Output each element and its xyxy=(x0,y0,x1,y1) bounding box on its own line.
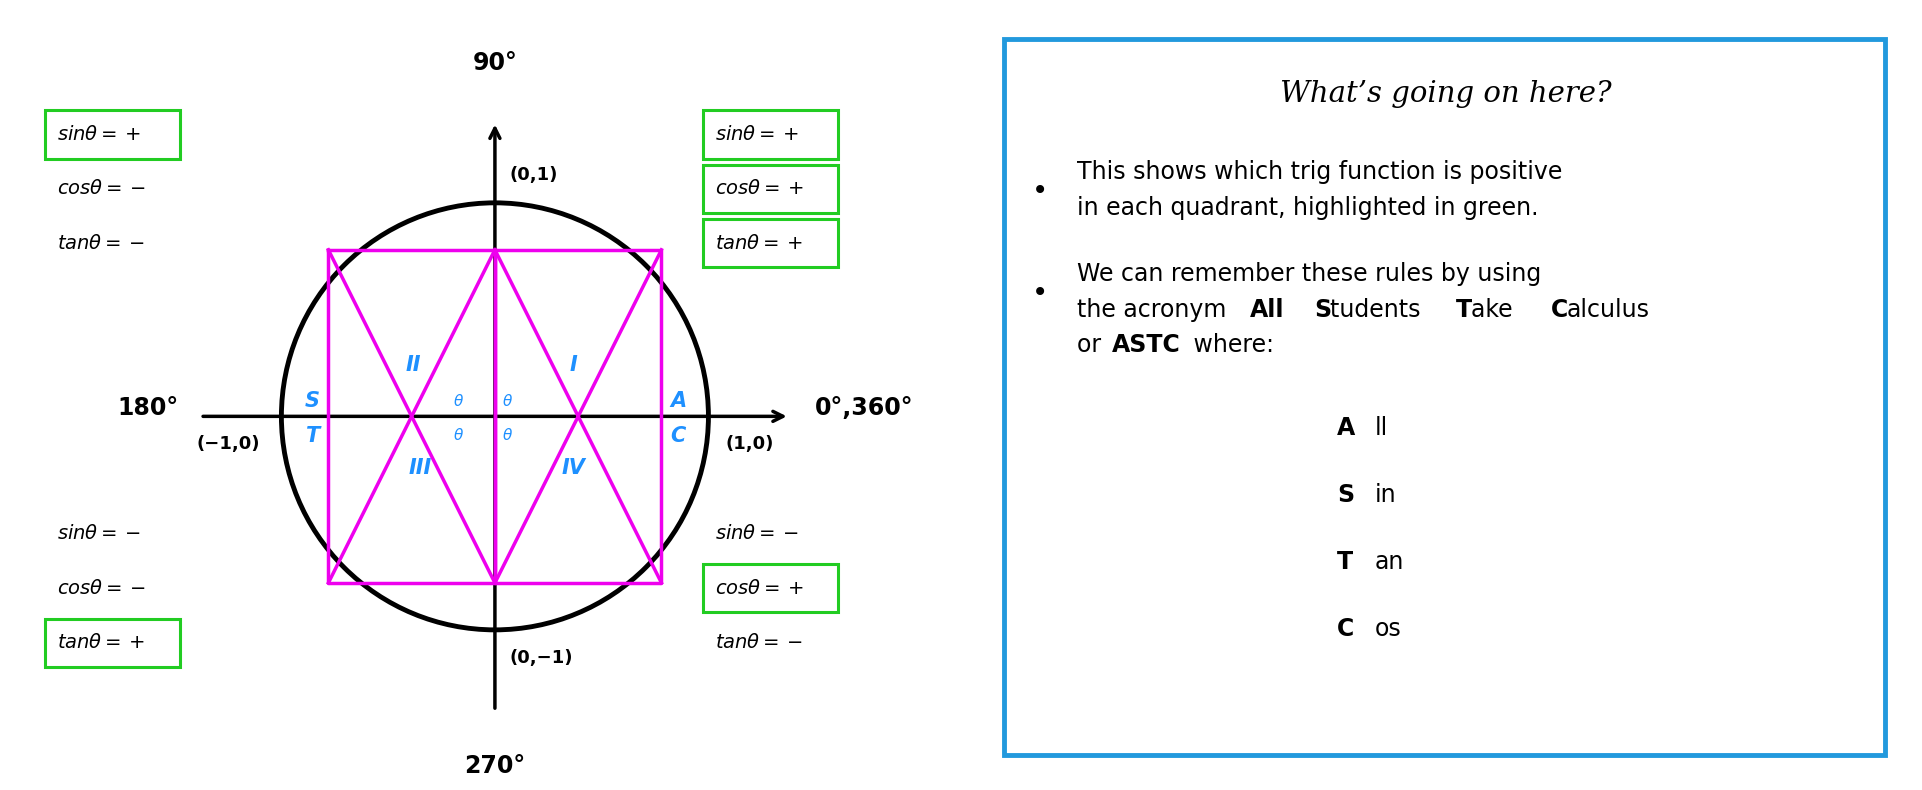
Text: θ: θ xyxy=(504,428,513,443)
Text: $tan\theta = +$: $tan\theta = +$ xyxy=(58,633,146,653)
Text: C: C xyxy=(1338,617,1353,641)
Text: $tan\theta = -$: $tan\theta = -$ xyxy=(58,234,144,253)
Text: A: A xyxy=(671,391,686,412)
Text: •: • xyxy=(1032,279,1047,307)
Text: T: T xyxy=(1455,298,1472,322)
Text: III: III xyxy=(409,457,432,478)
Text: $sin\theta = -$: $sin\theta = -$ xyxy=(715,525,800,544)
Text: 180°: 180° xyxy=(117,396,179,419)
Text: alculus: alculus xyxy=(1566,298,1649,322)
Text: $cos\theta = -$: $cos\theta = -$ xyxy=(58,579,146,598)
Text: an: an xyxy=(1374,550,1405,574)
Text: A: A xyxy=(1338,416,1355,440)
Text: $tan\theta = -$: $tan\theta = -$ xyxy=(715,633,803,653)
Text: What’s going on here?: What’s going on here? xyxy=(1280,81,1613,108)
Text: (1,0): (1,0) xyxy=(725,435,775,453)
Text: the acronym: the acronym xyxy=(1076,298,1234,322)
Text: θ: θ xyxy=(504,394,513,409)
Text: ll: ll xyxy=(1374,416,1388,440)
Text: S: S xyxy=(1338,483,1353,507)
Text: ASTC: ASTC xyxy=(1113,333,1180,357)
Text: 270°: 270° xyxy=(465,754,525,777)
Text: S: S xyxy=(1315,298,1332,322)
Text: $tan\theta = +$: $tan\theta = +$ xyxy=(715,234,803,253)
Text: or: or xyxy=(1076,333,1109,357)
FancyBboxPatch shape xyxy=(1003,39,1884,755)
Text: $cos\theta = +$: $cos\theta = +$ xyxy=(715,179,803,198)
Text: IV: IV xyxy=(561,457,586,478)
Text: T: T xyxy=(306,426,319,446)
Text: where:: where: xyxy=(1186,333,1274,357)
Text: $sin\theta = +$: $sin\theta = +$ xyxy=(715,125,800,144)
Text: T: T xyxy=(1338,550,1353,574)
Text: ake: ake xyxy=(1470,298,1520,322)
Text: θ: θ xyxy=(454,394,463,409)
Text: tudents: tudents xyxy=(1330,298,1428,322)
Text: in each quadrant, highlighted in green.: in each quadrant, highlighted in green. xyxy=(1076,196,1538,220)
Text: C: C xyxy=(671,426,686,446)
Text: (0,−1): (0,−1) xyxy=(509,649,573,667)
Text: This shows which trig function is positive: This shows which trig function is positi… xyxy=(1076,160,1563,184)
Text: $cos\theta = +$: $cos\theta = +$ xyxy=(715,579,803,598)
Text: $cos\theta = -$: $cos\theta = -$ xyxy=(58,179,146,198)
Text: S: S xyxy=(306,391,319,412)
Text: I: I xyxy=(571,356,579,375)
Text: 90°: 90° xyxy=(473,51,517,75)
Text: All: All xyxy=(1249,298,1284,322)
Text: (−1,0): (−1,0) xyxy=(196,435,259,453)
Text: $sin\theta = +$: $sin\theta = +$ xyxy=(58,125,140,144)
Text: 0°,360°: 0°,360° xyxy=(815,396,913,419)
Text: in: in xyxy=(1374,483,1397,507)
Text: •: • xyxy=(1032,177,1047,205)
Text: $sin\theta = -$: $sin\theta = -$ xyxy=(58,525,140,544)
Text: os: os xyxy=(1374,617,1401,641)
Text: II: II xyxy=(406,356,421,375)
Text: (0,1): (0,1) xyxy=(509,166,557,184)
Text: We can remember these rules by using: We can remember these rules by using xyxy=(1076,262,1541,286)
Text: C: C xyxy=(1551,298,1568,322)
Text: θ: θ xyxy=(454,428,463,443)
